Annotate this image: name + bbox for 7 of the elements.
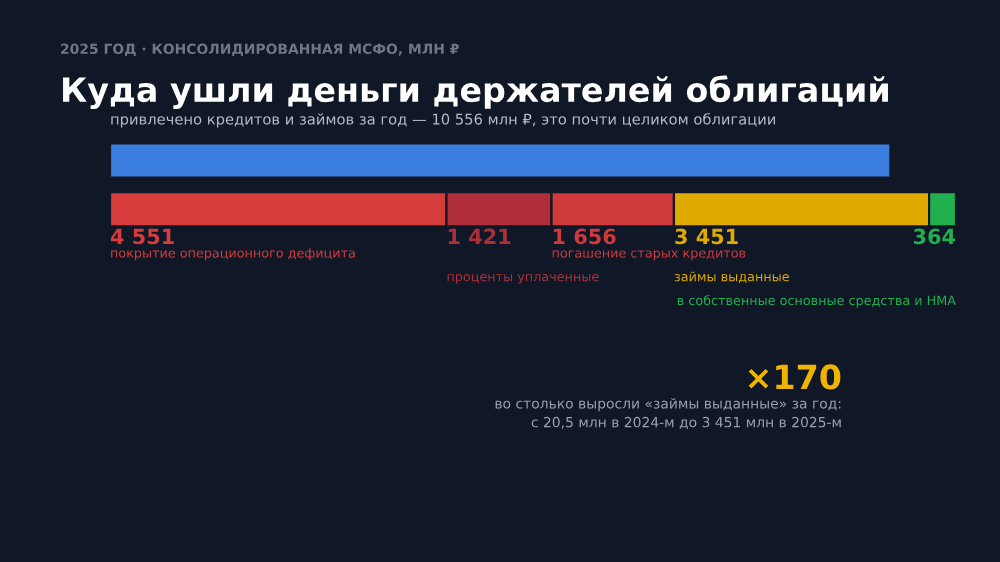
chart-title: Куда ушли деньги держателей облигаций bbox=[63, 75, 888, 109]
data-label: 3 451 bbox=[675, 228, 738, 245]
text: ×170 bbox=[748, 364, 841, 390]
data-label: 364 bbox=[913, 228, 956, 245]
data-label: 1 421 bbox=[448, 228, 511, 244]
data-label: 4 551 bbox=[110, 228, 174, 245]
data-label: 1 656 bbox=[553, 228, 616, 245]
